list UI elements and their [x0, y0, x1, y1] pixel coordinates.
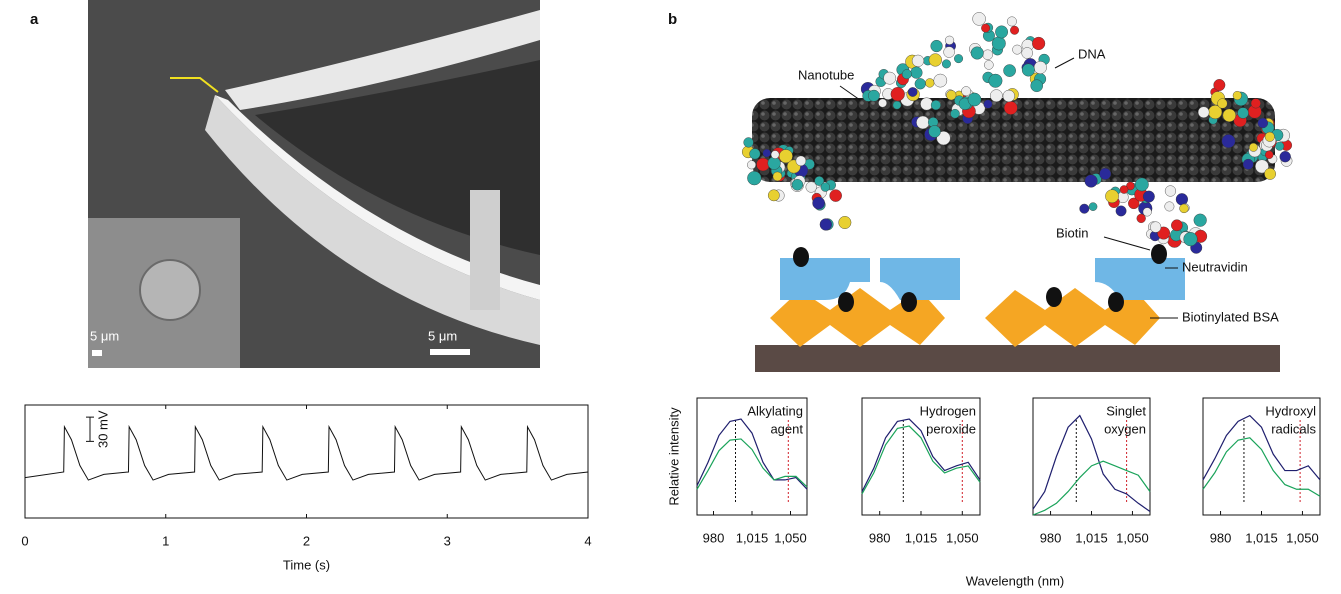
scale-bar	[86, 416, 94, 442]
data-line	[861, 425, 981, 495]
x-tick-label: 980	[1210, 530, 1232, 545]
x-tick-label: 1,015	[905, 530, 938, 545]
data-line	[861, 418, 981, 492]
x-tick-label: 1,015	[736, 530, 769, 545]
x-tick-label: 4	[584, 533, 591, 548]
illustration-label: Neutravidin	[1182, 259, 1248, 274]
illustration-label: DNA	[1078, 46, 1106, 61]
panel-annotation: peroxide	[926, 421, 976, 436]
illustration-label: Biotinylated BSA	[1182, 309, 1279, 324]
illustration-label: Nanotube	[798, 67, 854, 82]
panel-annotation: oxygen	[1104, 421, 1146, 436]
x-tick-label: 2	[303, 533, 310, 548]
micrograph: 5 μm 5 μm	[88, 0, 540, 368]
x-tick-label: 1,015	[1245, 530, 1278, 545]
x-tick-label: 980	[703, 530, 725, 545]
panel-label: a	[30, 11, 39, 28]
x-tick-label: 1,050	[946, 530, 979, 545]
x-axis-label: Wavelength (nm)	[966, 573, 1065, 588]
x-tick-label: 1,050	[1116, 530, 1149, 545]
data-line	[24, 424, 589, 481]
x-tick-label: 1,050	[774, 530, 807, 545]
x-axis-label: Time (s)	[283, 557, 330, 572]
illustration: Nanotube DNA Biotin Neutravidin Biotinyl…	[741, 12, 1293, 372]
panel-annotation: Hydroxyl	[1265, 403, 1316, 418]
panel-label: b	[668, 11, 677, 28]
panel-annotation: Singlet	[1106, 403, 1146, 418]
x-tick-label: 0	[21, 533, 28, 548]
data-line	[1032, 414, 1151, 512]
data-line	[696, 418, 808, 490]
data-line	[696, 438, 808, 490]
scale-bar-label: 30 mV	[95, 410, 110, 448]
panel-annotation: radicals	[1271, 421, 1316, 436]
x-tick-label: 3	[444, 533, 451, 548]
x-tick-label: 980	[1040, 530, 1062, 545]
x-tick-label: 1,050	[1286, 530, 1319, 545]
illustration-label: Biotin	[1056, 225, 1089, 240]
y-axis-label: Relative intensity	[666, 407, 681, 506]
data-line	[1202, 437, 1321, 497]
scale-bar-label: 5 μm	[90, 328, 119, 343]
panel-annotation: Alkylating	[747, 403, 803, 418]
scale-bar-label: 5 μm	[428, 328, 457, 343]
data-line	[1202, 414, 1321, 481]
x-tick-label: 1	[162, 533, 169, 548]
data-line	[1032, 460, 1151, 516]
x-tick-label: 1,015	[1075, 530, 1108, 545]
panel-annotation: Hydrogen	[920, 403, 976, 418]
x-tick-label: 980	[869, 530, 891, 545]
panel-annotation: agent	[770, 421, 803, 436]
